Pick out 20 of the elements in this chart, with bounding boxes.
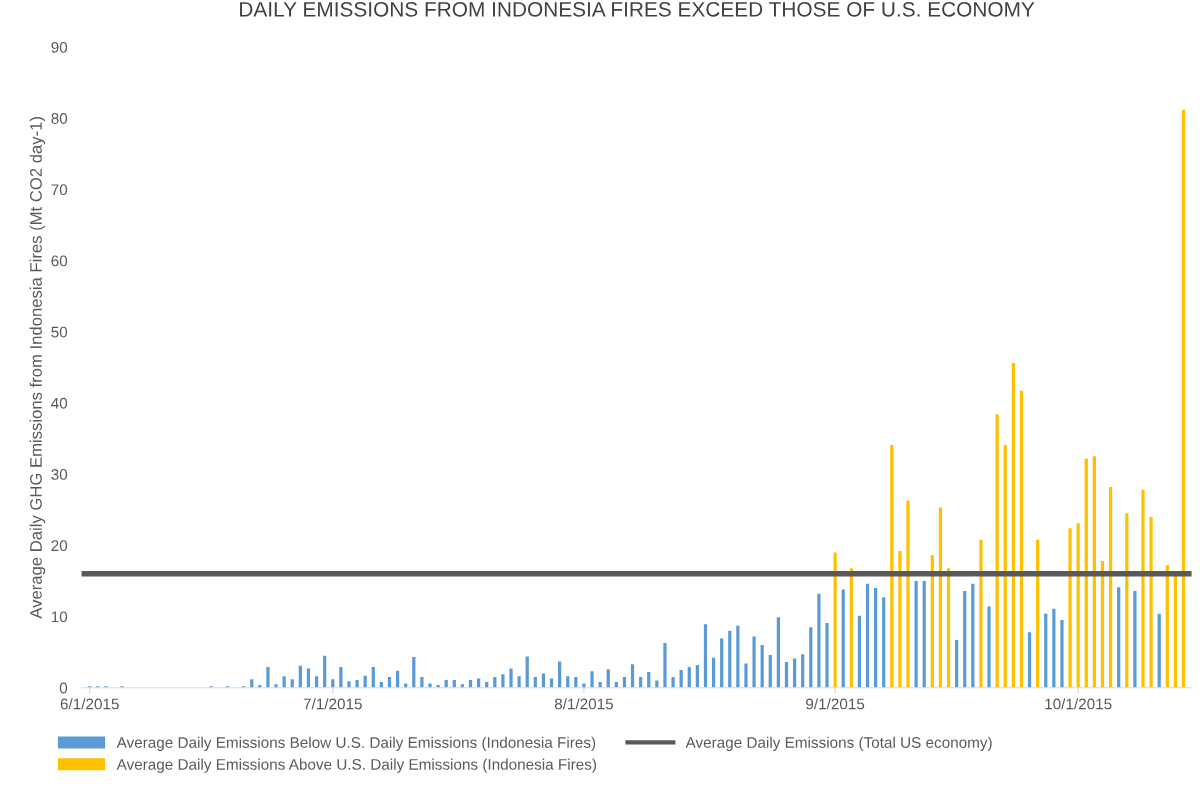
x-tick-label: 9/1/2015 [806,698,865,710]
x-tick-label: 7/1/2015 [303,698,362,710]
legend-label: Average Daily Emissions Above U.S. Daily Emissions (Indonesia Fires) [116,758,596,773]
legend-label: Average Daily Emissions (Total US economy) [685,736,992,751]
y-tick-label: 10 [51,611,68,623]
y-axis-title: Average Daily GHG Emissions from Indonesia Fires (Mt CO2 day-1) [29,117,46,619]
legend-label: Average Daily Emissions Below U.S. Daily Emissions (Indonesia Fires) [116,736,596,751]
y-tick-label: 80 [51,113,68,124]
chart-title: DAILY EMISSIONS FROM INDONESIA FIRES EXCEED THOSE OF U.S. ECONOMY [240,1,1035,17]
y-tick-label: 40 [51,397,68,409]
x-tick-label: 10/1/2015 [1045,698,1112,710]
y-tick-label: 0 [59,682,68,694]
x-tick-label: 6/1/2015 [60,698,119,710]
x-tick-label: 8/1/2015 [554,698,614,710]
y-tick-label: 50 [51,326,68,338]
y-tick-label: 70 [51,184,68,196]
y-tick-label: 30 [51,469,68,480]
y-tick-label: 60 [51,255,68,267]
y-tick-label: 20 [51,540,68,552]
y-tick-label: 90 [51,41,68,53]
